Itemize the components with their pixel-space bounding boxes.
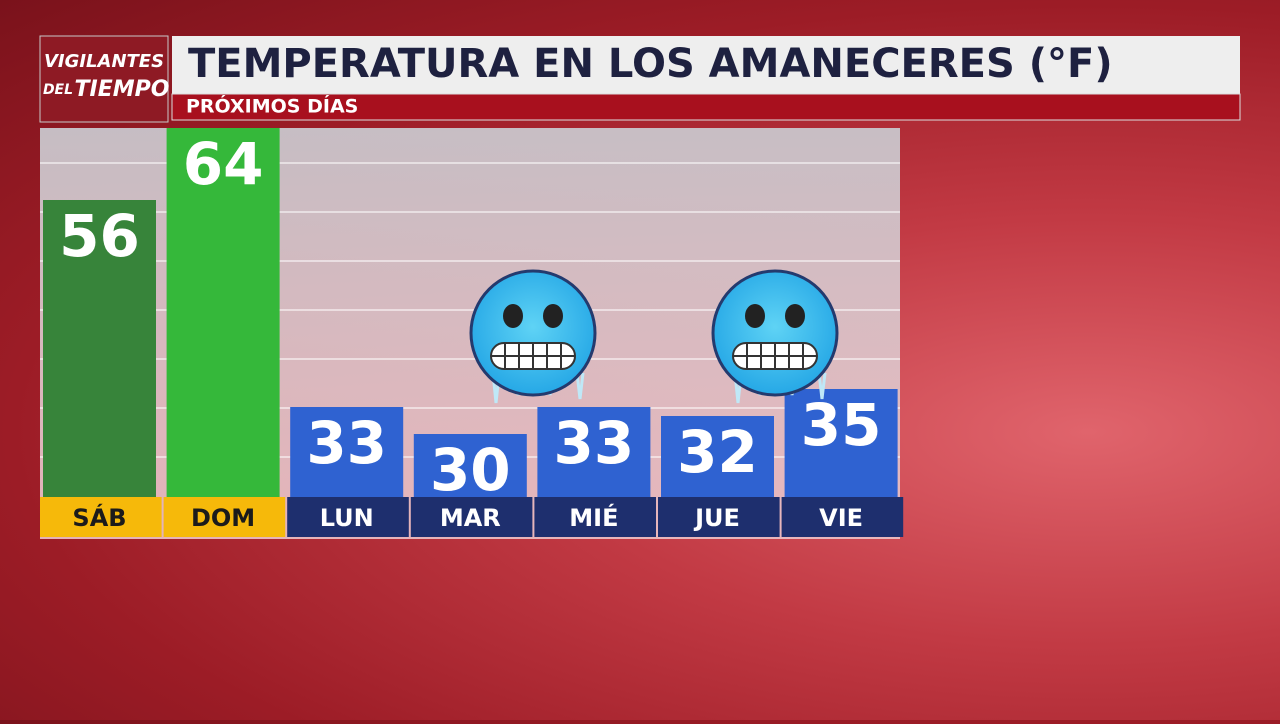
label-cell — [781, 497, 904, 537]
logo-text: TIEMPO — [75, 77, 170, 102]
bar — [537, 407, 651, 497]
x-tick-label: SÁB — [72, 503, 126, 532]
value-label: 56 — [59, 202, 140, 270]
label-cell — [163, 497, 286, 537]
cold-face-icon — [469, 269, 597, 404]
value-label: 30 — [430, 436, 511, 504]
logo-text: VIGILANTES — [44, 51, 164, 72]
label-cell — [658, 497, 780, 537]
x-tick-label: VIE — [819, 504, 863, 532]
value-label: 35 — [801, 391, 882, 459]
bar — [784, 389, 898, 497]
value-label: 33 — [554, 409, 635, 477]
bar — [166, 128, 280, 497]
logo-box — [39, 35, 169, 123]
label-cell — [410, 497, 533, 537]
label-cell — [287, 497, 409, 537]
chart-title: TEMPERATURA EN LOS AMANECERES (°F) — [188, 41, 1113, 87]
bar — [290, 407, 404, 497]
x-tick-label: JUE — [693, 504, 740, 532]
label-cell — [534, 497, 656, 537]
value-label: 32 — [677, 418, 758, 486]
value-label: 33 — [306, 409, 387, 477]
bar — [43, 200, 156, 497]
cold-face-icon — [711, 269, 839, 404]
bar — [413, 434, 527, 497]
x-tick-label: LUN — [320, 504, 374, 532]
subtitle-box — [171, 93, 1241, 121]
value-label: 64 — [183, 130, 264, 198]
x-tick-label: MAR — [440, 504, 501, 532]
label-cell — [40, 497, 162, 537]
logo-text: DEL — [43, 82, 73, 98]
x-tick-label: DOM — [191, 504, 255, 532]
bar — [661, 416, 774, 497]
x-tick-label: MIÉ — [569, 503, 618, 532]
title-box — [172, 36, 1240, 94]
chart-subtitle: PRÓXIMOS DÍAS — [186, 94, 358, 118]
